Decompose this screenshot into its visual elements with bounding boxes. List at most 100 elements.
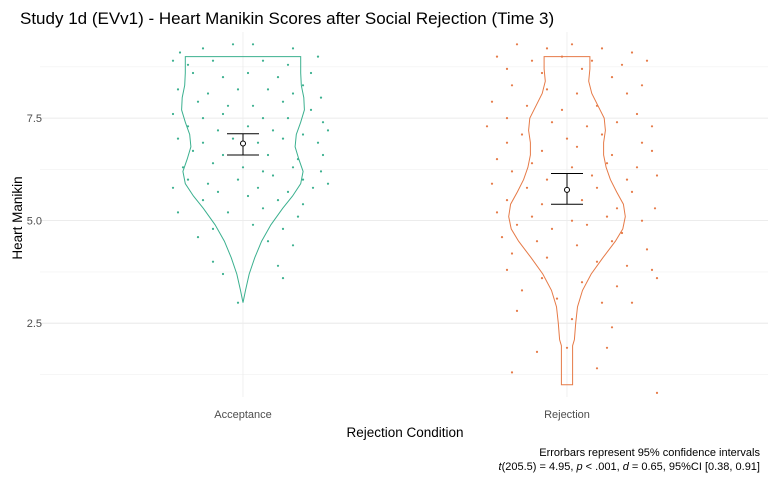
- mean-point-acceptance: [240, 140, 246, 147]
- point-acceptance-84: [221, 272, 225, 276]
- point-acceptance-85: [281, 277, 285, 280]
- point-acceptance-58: [206, 182, 210, 185]
- point-acceptance-57: [186, 178, 190, 181]
- point-rejection-72: [610, 240, 614, 243]
- point-acceptance-33: [321, 121, 325, 124]
- point-acceptance-12: [191, 71, 195, 75]
- point-acceptance-2: [231, 43, 235, 46]
- point-rejection-7: [560, 55, 564, 58]
- point-rejection-56: [540, 203, 544, 206]
- point-rejection-8: [590, 59, 594, 62]
- point-rejection-59: [653, 207, 657, 210]
- point-acceptance-16: [301, 84, 305, 87]
- point-rejection-5: [495, 55, 499, 58]
- point-rejection-60: [495, 211, 499, 214]
- point-rejection-17: [545, 88, 549, 91]
- point-rejection-81: [580, 281, 584, 284]
- point-acceptance-21: [291, 92, 295, 95]
- point-acceptance-34: [186, 125, 190, 128]
- x-tick-label-rejection: Rejection: [544, 409, 590, 421]
- point-acceptance-6: [171, 59, 175, 62]
- violin-rejection: [508, 56, 626, 386]
- point-acceptance-42: [231, 137, 235, 140]
- point-acceptance-66: [286, 190, 290, 193]
- point-acceptance-32: [286, 117, 290, 120]
- point-rejection-29: [650, 125, 654, 128]
- point-rejection-42: [570, 166, 574, 169]
- point-acceptance-7: [186, 63, 190, 66]
- point-rejection-16: [510, 84, 514, 87]
- y-tick-labels: 2.5 5.0 7.5: [27, 113, 42, 330]
- point-rejection-35: [505, 141, 509, 144]
- point-rejection-4: [630, 51, 634, 54]
- point-rejection-50: [490, 182, 494, 185]
- point-rejection-93: [605, 346, 609, 349]
- point-acceptance-56: [319, 170, 323, 173]
- point-acceptance-37: [271, 129, 275, 132]
- point-rejection-58: [615, 207, 619, 210]
- point-acceptance-20: [266, 88, 270, 91]
- point-rejection-70: [535, 240, 539, 243]
- point-rejection-53: [595, 186, 599, 189]
- point-rejection-55: [505, 199, 509, 202]
- y-axis-title: Heart Manikin: [10, 176, 25, 259]
- point-rejection-71: [575, 244, 579, 247]
- point-acceptance-30: [221, 112, 225, 116]
- point-rejection-15: [640, 84, 644, 87]
- point-rejection-73: [645, 248, 649, 251]
- y-tick-label-0: 2.5: [27, 318, 42, 330]
- point-rejection-67: [585, 223, 589, 226]
- point-acceptance-82: [211, 260, 215, 263]
- point-rejection-20: [490, 100, 494, 103]
- error-bars: [227, 133, 583, 205]
- point-rejection-28: [615, 121, 619, 124]
- point-rejection-95: [595, 367, 599, 370]
- point-acceptance-35: [216, 129, 220, 132]
- point-rejection-62: [570, 219, 574, 222]
- point-rejection-21: [525, 104, 529, 107]
- jitter-points: [171, 43, 659, 394]
- point-acceptance-24: [226, 104, 230, 107]
- point-rejection-65: [515, 223, 519, 226]
- point-acceptance-41: [201, 141, 205, 144]
- violins: [181, 56, 626, 386]
- point-acceptance-19: [236, 88, 240, 91]
- point-rejection-84: [520, 289, 524, 292]
- point-acceptance-65: [256, 186, 260, 189]
- point-acceptance-70: [276, 199, 280, 202]
- point-acceptance-68: [201, 199, 205, 202]
- point-acceptance-77: [251, 223, 255, 226]
- point-rejection-1: [545, 47, 549, 50]
- point-acceptance-67: [311, 186, 315, 189]
- point-rejection-85: [555, 297, 559, 300]
- point-acceptance-17: [176, 88, 180, 91]
- point-acceptance-5: [316, 55, 320, 58]
- point-rejection-44: [635, 166, 639, 169]
- point-rejection-64: [640, 219, 644, 222]
- point-acceptance-25: [251, 104, 255, 107]
- point-rejection-94: [510, 371, 514, 374]
- point-rejection-36: [540, 149, 544, 152]
- point-acceptance-50: [321, 153, 325, 157]
- point-rejection-39: [650, 149, 654, 152]
- point-acceptance-86: [236, 301, 240, 304]
- point-rejection-54: [630, 190, 634, 193]
- point-acceptance-29: [201, 117, 205, 120]
- point-acceptance-1: [201, 47, 205, 50]
- point-rejection-90: [610, 326, 614, 329]
- point-rejection-24: [635, 112, 639, 116]
- point-acceptance-47: [221, 153, 225, 157]
- gridlines: [40, 32, 768, 397]
- point-rejection-83: [655, 277, 659, 280]
- chart-title: Study 1d (EVv1) - Heart Manikin Scores a…: [20, 9, 554, 28]
- point-rejection-88: [515, 309, 519, 312]
- point-rejection-87: [630, 301, 634, 304]
- y-tick-label-1: 5.0: [27, 216, 42, 228]
- point-rejection-22: [560, 108, 564, 111]
- point-rejection-46: [545, 178, 549, 181]
- point-acceptance-40: [176, 137, 180, 140]
- point-rejection-2: [570, 43, 574, 46]
- point-rejection-79: [505, 268, 509, 271]
- point-rejection-61: [530, 215, 534, 218]
- point-acceptance-55: [291, 166, 295, 169]
